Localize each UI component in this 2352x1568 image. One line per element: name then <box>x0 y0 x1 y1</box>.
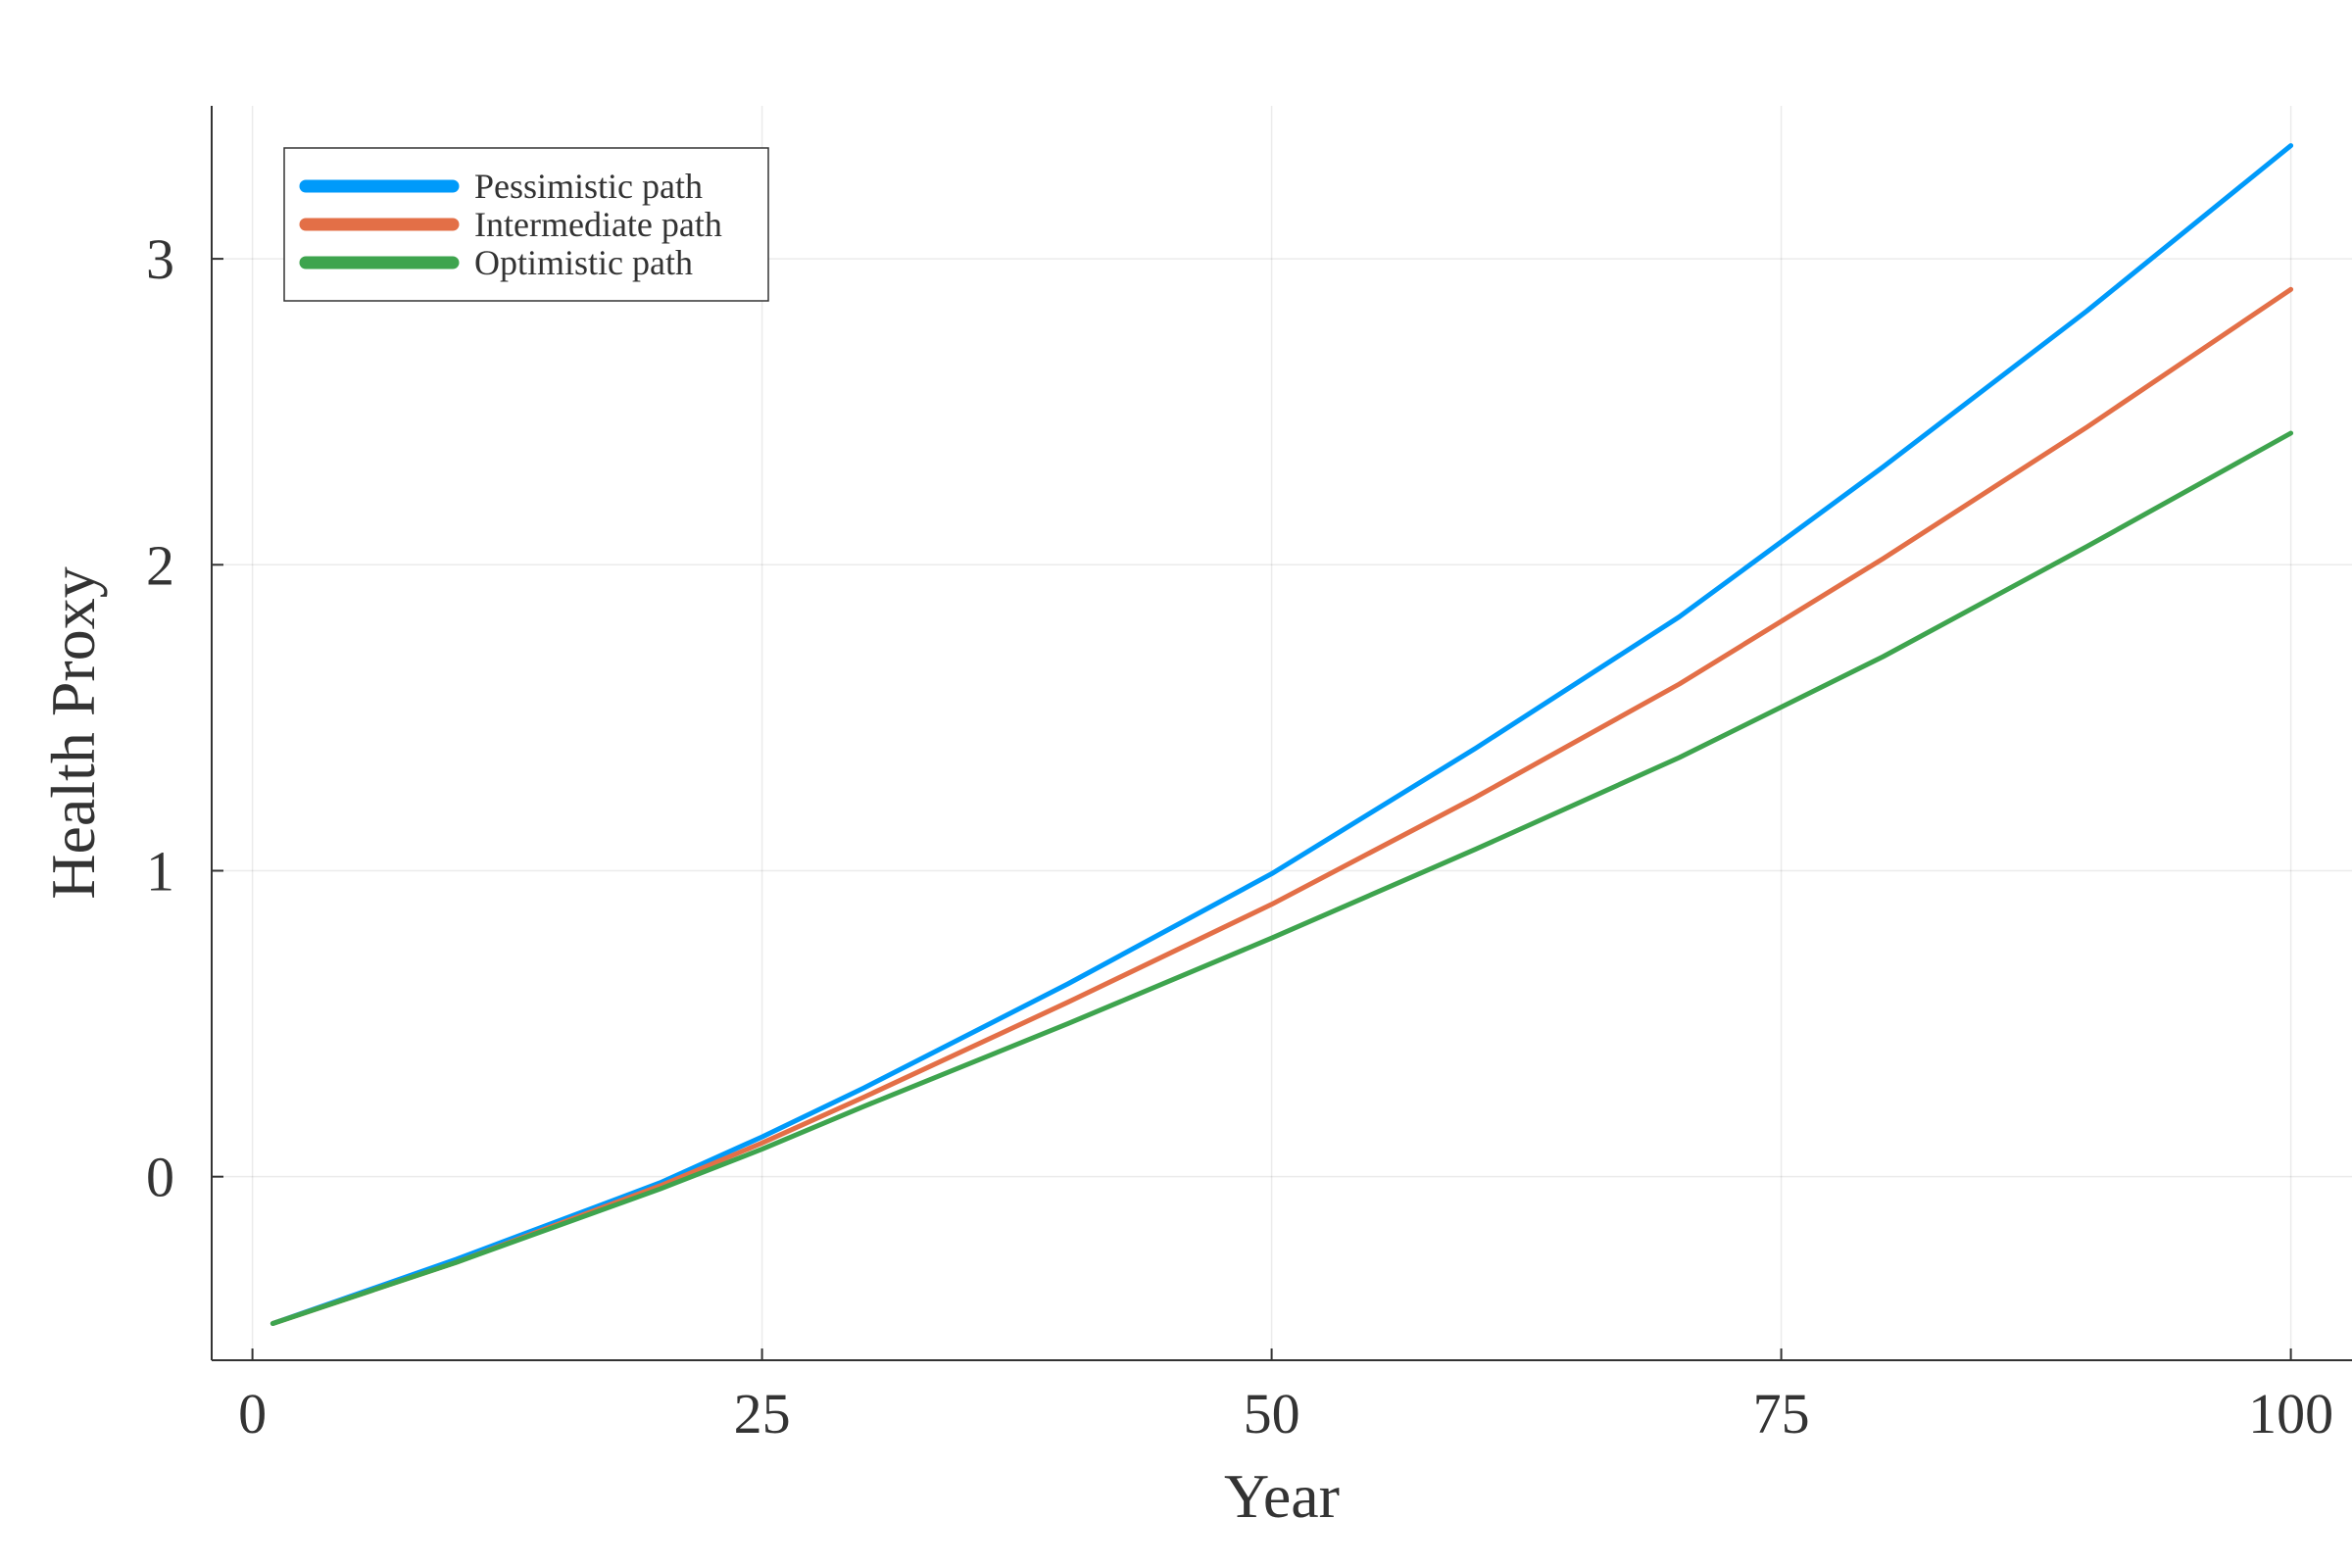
grid <box>212 106 2352 1360</box>
axes <box>211 106 2352 1361</box>
x-tick-label: 75 <box>1753 1382 1810 1446</box>
legend-label-intermediate-path: Intermediate path <box>474 205 722 244</box>
series-line-intermediate-path <box>270 286 2294 1326</box>
x-tick-label: 0 <box>238 1382 267 1446</box>
series-line-optimistic-path <box>270 430 2294 1326</box>
legend-label-pessimistic-path: Pessimistic path <box>474 167 703 206</box>
x-tick-label: 50 <box>1244 1382 1300 1446</box>
x-tick-label: 100 <box>2248 1382 2333 1446</box>
series-lines <box>270 143 2294 1326</box>
y-tick-label: 0 <box>146 1146 174 1209</box>
y-tick-label: 1 <box>146 839 174 903</box>
y-tick-label: 2 <box>146 533 174 597</box>
x-tick-label: 25 <box>734 1382 791 1446</box>
tick-labels: 0 25 50 75 100 0 1 2 3 <box>146 227 2333 1446</box>
series-line-pessimistic-path <box>270 143 2294 1326</box>
x-axis-title: Year <box>1224 1461 1340 1531</box>
legend-label-optimistic-path: Optimistic path <box>474 243 693 282</box>
y-axis-title: Health Proxy <box>38 566 108 900</box>
y-tick-label: 3 <box>146 227 174 291</box>
